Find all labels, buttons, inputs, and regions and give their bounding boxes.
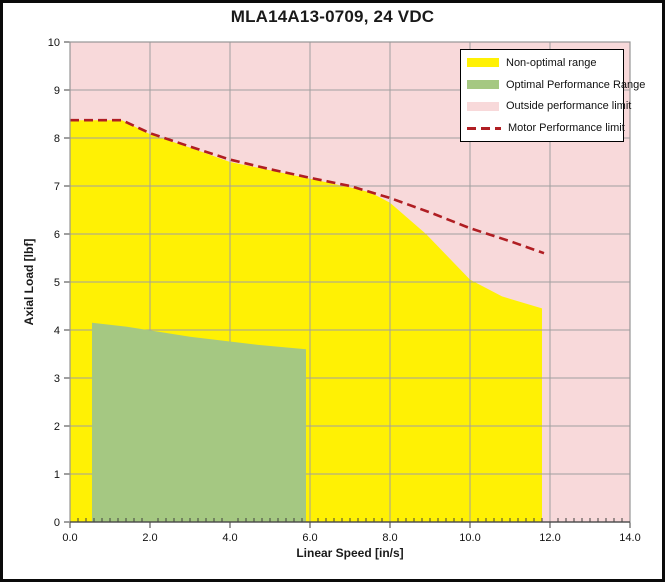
legend-item-outside: Outside performance limit (467, 100, 631, 112)
y-tick-label: 2 (54, 421, 60, 433)
legend: Non-optimal range Optimal Performance Ra… (460, 49, 645, 142)
legend-label: Optimal Performance Range (506, 78, 646, 91)
y-tick-label: 8 (54, 133, 60, 145)
x-tick-label: 14.0 (619, 532, 640, 544)
x-axis-label: Linear Speed [in/s] (296, 546, 404, 560)
legend-swatch-non-optimal-icon (467, 58, 499, 68)
x-tick-label: 12.0 (539, 532, 560, 544)
legend-label: Outside performance limit (506, 100, 632, 113)
x-tick-label: 8.0 (382, 532, 397, 544)
chart-title: MLA14A13-0709, 24 VDC (230, 7, 435, 26)
x-tick-label: 4.0 (222, 532, 237, 544)
x-tick-label: 10.0 (459, 532, 480, 544)
legend-label: Motor Performance limit (508, 122, 625, 135)
legend-item-optimal: Optimal Performance Range (467, 79, 645, 91)
y-axis-label: Axial Load [lbf] (22, 238, 36, 326)
plot-area: 0.0 2.0 4.0 6.0 8.0 10.0 12.0 14.0 0 1 2 3 4 5 6 7 8 9 10 (48, 37, 641, 544)
y-tick-label: 9 (54, 85, 60, 97)
y-tick-label: 4 (54, 325, 60, 337)
legend-swatch-motor-limit-icon (467, 126, 501, 130)
legend-swatch-outside-icon (467, 101, 499, 111)
y-tick-label: 5 (54, 277, 60, 289)
x-tick-label: 2.0 (142, 532, 157, 544)
legend-item-motor-limit: Motor Performance limit (467, 122, 625, 134)
y-tick-label: 0 (54, 517, 60, 529)
legend-label: Non-optimal range (506, 56, 597, 69)
legend-item-non-optimal: Non-optimal range (467, 57, 617, 69)
x-tick-label: 0.0 (62, 532, 77, 544)
y-tick-label: 10 (48, 37, 60, 49)
y-tick-label: 1 (54, 469, 60, 481)
x-tick-label: 6.0 (302, 532, 317, 544)
y-tick-label: 3 (54, 373, 60, 385)
optimal-region (92, 322, 306, 522)
y-tick-label: 6 (54, 229, 60, 241)
y-tick-label: 7 (54, 181, 60, 193)
legend-swatch-optimal-icon (467, 80, 499, 90)
